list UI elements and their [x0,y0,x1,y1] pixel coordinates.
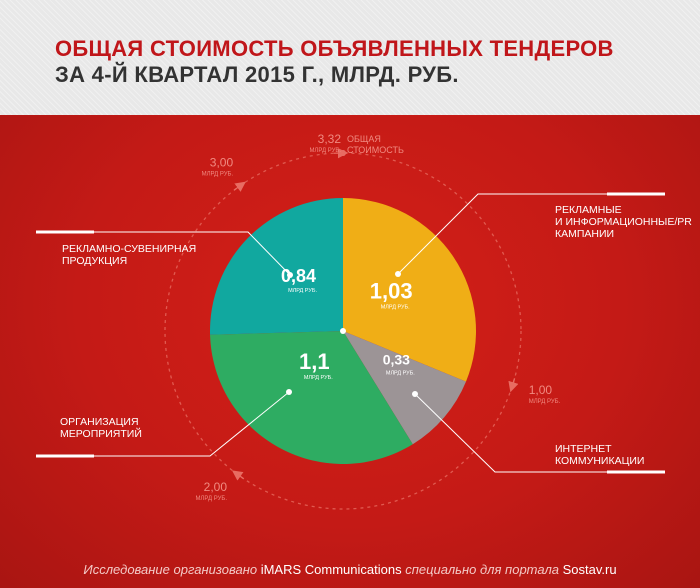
scale-arrow [233,181,246,192]
category-label: КАМПАНИИ [555,228,614,240]
footer-middle: специально для портала [401,562,563,577]
leader-bar [36,230,94,234]
slice-unit: МЛРД РУБ. [386,370,415,376]
leader-line [36,231,291,276]
leader-dot [287,272,293,278]
scale-arrow [508,378,519,393]
scale-unit: МЛРД РУБ. [202,172,234,178]
pie-slice [343,198,476,382]
pie-slice [210,198,343,335]
pie-slice [210,331,413,464]
pie-slice [343,331,466,445]
leader-dot [412,391,418,397]
category-label: МЕРОПРИЯТИЙ [60,427,142,440]
category-label: ИНТЕРНЕТ [555,443,612,455]
slice-unit: МЛРД РУБ. [381,305,410,311]
scale-arrow [231,470,245,481]
chart-title: ОБЩАЯ СТОИМОСТЬ ОБЪЯВЛЕННЫХ ТЕНДЕРОВ [55,36,614,61]
category-label: РЕКЛАМНО-СУВЕНИРНАЯ [62,243,196,255]
slice-unit: МЛРД РУБ. [304,375,333,381]
scale-unit: МЛРД РУБ. [529,399,561,405]
leader-bar [36,454,94,458]
leader-bar [607,192,665,196]
slice-value: 1,1 [299,349,330,374]
footer-credit: Исследование организовано iMARS Communic… [0,562,700,577]
category-label: КОММУНИКАЦИИ [555,455,644,467]
category-label: ОРГАНИЗАЦИЯ [60,416,139,428]
slice-value: 0,33 [383,351,410,367]
leader-dot [395,271,401,277]
footer-portal: Sostav.ru [562,562,617,577]
footer-org: iMARS Communications [260,562,402,577]
total-caption: ОБЩАЯ [347,134,381,144]
leader-line [397,193,665,275]
scale-value: 2,00 [204,480,228,494]
category-label: И ИНФОРМАЦИОННЫЕ/PR [555,216,692,228]
slice-unit: МЛРД РУБ. [288,288,317,294]
slice-value: 0,84 [281,266,316,286]
total-caption: СТОИМОСТЬ [347,145,404,155]
leader-dot [286,389,292,395]
pie-center-dot [340,328,346,334]
scale-value: 3,00 [210,156,234,170]
scale-value: 1,00 [529,383,553,397]
slice-value: 1,03 [370,279,413,304]
category-label: ПРОДУКЦИЯ [62,255,127,267]
scale-ring [164,152,522,510]
scale-unit: МЛРД РУБ. [309,148,341,154]
leader-bar [607,470,665,474]
chart-subtitle: ЗА 4-Й КВАРТАЛ 2015 Г., МЛРД. РУБ. [55,62,459,87]
footer-prefix: Исследование организовано [83,562,261,577]
scale-unit: МЛРД РУБ. [195,496,227,502]
scale-value: 3,32 [318,132,342,146]
header-banner: ОБЩАЯ СТОИМОСТЬ ОБЪЯВЛЕННЫХ ТЕНДЕРОВ ЗА … [0,0,700,115]
category-label: РЕКЛАМНЫЕ [555,204,622,216]
